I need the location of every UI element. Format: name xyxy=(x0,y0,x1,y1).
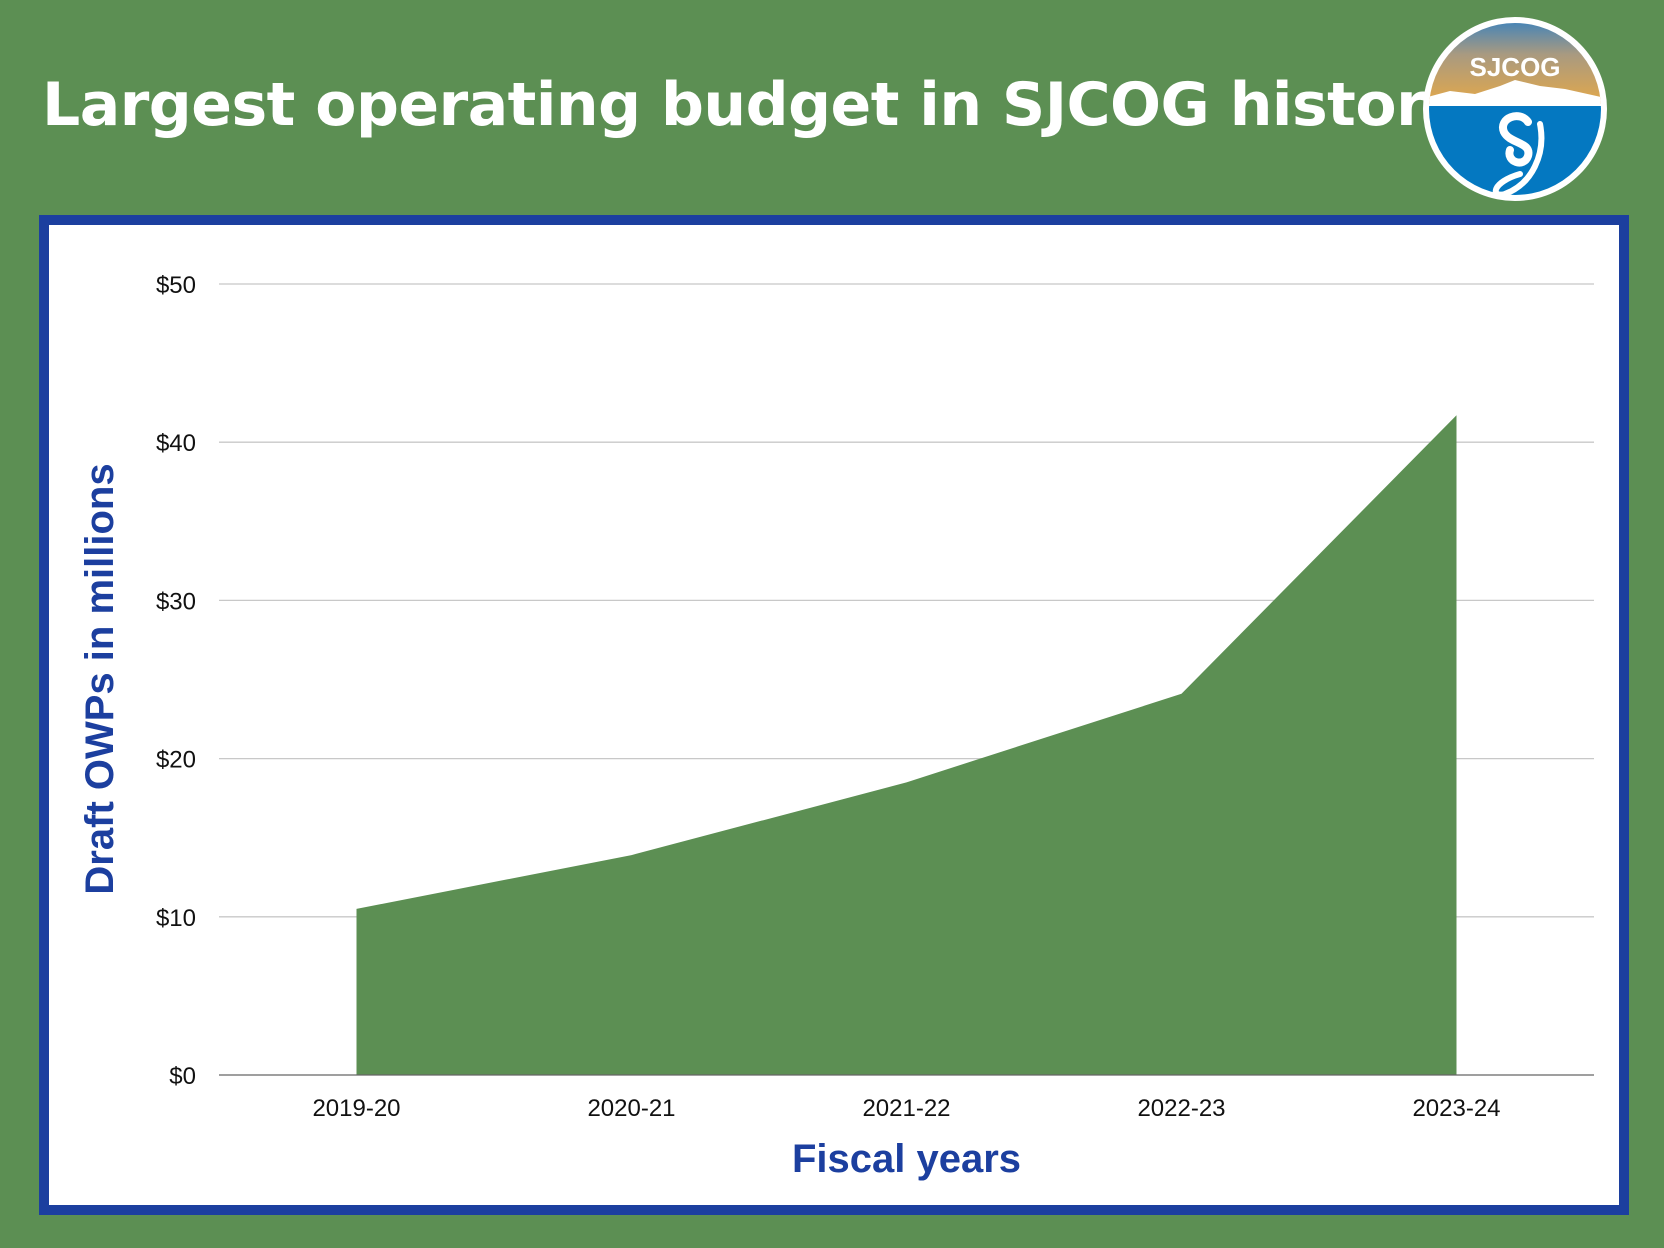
x-tick-label: 2022-23 xyxy=(1137,1095,1225,1122)
x-tick-label: 2020-21 xyxy=(587,1095,675,1122)
x-axis-label: Fiscal years xyxy=(792,1137,1021,1181)
y-tick-label: $50 xyxy=(156,272,196,299)
area-chart: $0 $10 $20 $30 $40 $50 2019-20 2020-21 2021-22 2… xyxy=(78,272,1594,1181)
x-tick-label: 2019-20 xyxy=(312,1095,400,1122)
y-axis-label: Draft OWPs in millions xyxy=(78,463,122,894)
area-series xyxy=(356,415,1457,1075)
y-tick-label: $40 xyxy=(156,430,196,457)
sjcog-logo: SJCOG xyxy=(1423,17,1607,201)
chart-panel: $0 $10 $20 $30 $40 $50 2019-20 2020-21 2021-22 2… xyxy=(39,215,1629,1215)
page-title: Largest operating budget in SJCOG histor… xyxy=(42,70,1464,140)
svg-text:SJCOG: SJCOG xyxy=(1469,52,1560,82)
y-tick-label: $30 xyxy=(156,588,196,615)
y-tick-label: $20 xyxy=(156,747,196,774)
y-tick-label: $0 xyxy=(169,1063,196,1090)
y-tick-label: $10 xyxy=(156,905,196,932)
x-tick-label: 2021-22 xyxy=(862,1095,950,1122)
x-tick-label: 2023-24 xyxy=(1412,1095,1500,1122)
